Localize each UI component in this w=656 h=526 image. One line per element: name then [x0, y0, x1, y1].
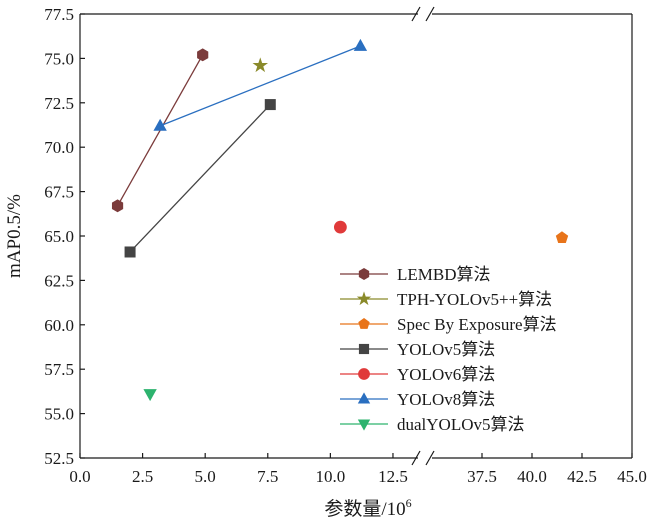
legend-label: YOLOv8算法	[397, 390, 495, 409]
legend-label: LEMBD算法	[397, 265, 491, 284]
data-point	[143, 389, 157, 402]
series-3	[555, 231, 569, 244]
x-tick-label: 42.5	[567, 467, 597, 486]
y-tick-label: 62.5	[44, 271, 74, 290]
series-line	[159, 45, 361, 127]
legend-entry: YOLOv5算法	[340, 340, 495, 359]
series-2	[252, 57, 269, 73]
x-tick-label: 12.5	[378, 467, 408, 486]
data-point	[197, 48, 209, 62]
legend-label: YOLOv6算法	[397, 365, 495, 384]
series-6	[153, 38, 368, 131]
legend-label: TPH-YOLOv5++算法	[397, 290, 552, 309]
legend: LEMBD算法 TPH-YOLOv5++算法 Spec By Exposure算法 Y…	[340, 265, 557, 434]
legend-swatch-marker	[358, 318, 370, 329]
legend-entry: LEMBD算法	[340, 265, 491, 284]
x-tick-label: 0.0	[69, 467, 90, 486]
data-point	[252, 57, 269, 73]
axis-break-mark-top-1	[411, 6, 421, 22]
y-tick-label: 77.5	[44, 5, 74, 24]
y-tick-label: 57.5	[44, 360, 74, 379]
data-point	[333, 220, 347, 234]
x-tick-label: 2.5	[132, 467, 153, 486]
y-tick-label: 65.0	[44, 227, 74, 246]
ticks: 52.5 55.0 57.5 60.0 62.5 65.0 67.5 70.0 72.5 75.0…	[44, 5, 647, 486]
y-tick-label: 55.0	[44, 405, 74, 424]
y-tick-label: 52.5	[44, 449, 74, 468]
series-5	[333, 220, 347, 234]
x-tick-label: 37.5	[467, 467, 497, 486]
series-7	[143, 389, 157, 402]
y-tick-label: 72.5	[44, 94, 74, 113]
y-tick-label: 67.5	[44, 183, 74, 202]
x-tick-label: 10.0	[315, 467, 345, 486]
legend-swatch-marker	[358, 343, 370, 355]
legend-label: YOLOv5算法	[397, 340, 495, 359]
data-point	[124, 246, 136, 258]
y-axis-title: mAP0.5/%	[4, 194, 25, 278]
data-point	[555, 231, 569, 244]
legend-swatch-marker	[357, 392, 371, 404]
axes	[79, 6, 633, 466]
x-tick-label: 7.5	[257, 467, 278, 486]
data-point	[264, 99, 276, 111]
series-line	[129, 104, 271, 253]
x-axis-title-superscript: 6	[406, 496, 412, 510]
legend-swatch-marker	[358, 368, 370, 380]
legend-entry: Spec By Exposure算法	[340, 315, 557, 334]
axis-break-mark-bottom-2	[425, 450, 435, 466]
axis-break-mark-top-2	[425, 6, 435, 22]
legend-label: dualYOLOv5算法	[397, 415, 524, 434]
legend-entry: YOLOv6算法	[340, 365, 495, 384]
legend-label: Spec By Exposure算法	[397, 315, 557, 334]
data-point	[111, 199, 124, 213]
legend-entry: YOLOv8算法	[340, 390, 495, 409]
y-tick-label: 75.0	[44, 49, 74, 68]
series-4	[124, 99, 276, 258]
legend-swatch-marker	[356, 291, 372, 306]
legend-swatch-marker	[358, 268, 370, 280]
x-tick-label: 45.0	[617, 467, 647, 486]
data-point	[153, 118, 167, 131]
x-tick-label: 5.0	[195, 467, 216, 486]
data-point	[353, 38, 368, 51]
x-axis-title-main: 参数量/10	[324, 498, 405, 520]
series-layer	[111, 38, 569, 402]
axis-break-mark-bottom-1	[411, 450, 421, 466]
legend-swatch-marker	[357, 419, 371, 431]
legend-entry: TPH-YOLOv5++算法	[340, 290, 552, 309]
x-axis-title: 参数量/106	[324, 496, 411, 520]
x-tick-label: 40.0	[517, 467, 547, 486]
y-tick-label: 70.0	[44, 138, 74, 157]
y-tick-label: 60.0	[44, 316, 74, 335]
legend-entry: dualYOLOv5算法	[340, 415, 524, 434]
